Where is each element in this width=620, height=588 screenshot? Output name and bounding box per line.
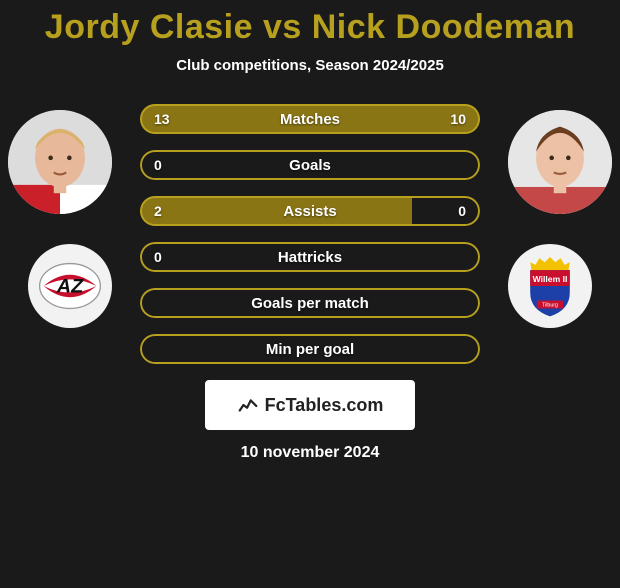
player2-club-badge: Willem II Tilburg — [508, 244, 592, 328]
branding-text: FcTables.com — [265, 395, 384, 416]
page-title: Jordy Clasie vs Nick Doodeman — [0, 8, 620, 47]
fctables-logo-icon — [237, 394, 259, 416]
player2-avatar — [508, 110, 612, 214]
stat-bar: 1310Matches — [140, 104, 480, 134]
player2-face-icon — [508, 110, 612, 214]
svg-text:AZ: AZ — [56, 276, 84, 298]
willem2-logo-icon: Willem II Tilburg — [517, 253, 583, 319]
stat-bars: 1310Matches 0Goals 20Assists 0Hattricks Goal… — [140, 104, 480, 364]
date-label: 10 november 2024 — [0, 444, 620, 462]
stat-label: Goals — [140, 150, 480, 180]
stat-bar: Goals per match — [140, 288, 480, 318]
stat-bar: 0Goals — [140, 150, 480, 180]
subtitle: Club competitions, Season 2024/2025 — [0, 57, 620, 74]
stat-label: Goals per match — [140, 288, 480, 318]
title-vs: vs — [263, 8, 302, 46]
az-logo-icon: AZ — [37, 253, 103, 319]
svg-text:Tilburg: Tilburg — [542, 302, 558, 308]
comparison-panel: AZ Willem II Tilburg 1310Matches 0Goals 20… — [0, 104, 620, 364]
stat-bar: Min per goal — [140, 334, 480, 364]
player1-face-icon — [8, 110, 112, 214]
stat-label: Min per goal — [140, 334, 480, 364]
svg-text:Willem II: Willem II — [533, 274, 568, 284]
stat-label: Assists — [140, 196, 480, 226]
branding-badge: FcTables.com — [205, 380, 415, 430]
player1-avatar — [8, 110, 112, 214]
player1-club-badge: AZ — [28, 244, 112, 328]
stat-label: Hattricks — [140, 242, 480, 272]
stat-bar: 20Assists — [140, 196, 480, 226]
stat-label: Matches — [140, 104, 480, 134]
title-player1: Jordy Clasie — [45, 8, 253, 46]
stat-bar: 0Hattricks — [140, 242, 480, 272]
title-player2: Nick Doodeman — [312, 8, 575, 46]
